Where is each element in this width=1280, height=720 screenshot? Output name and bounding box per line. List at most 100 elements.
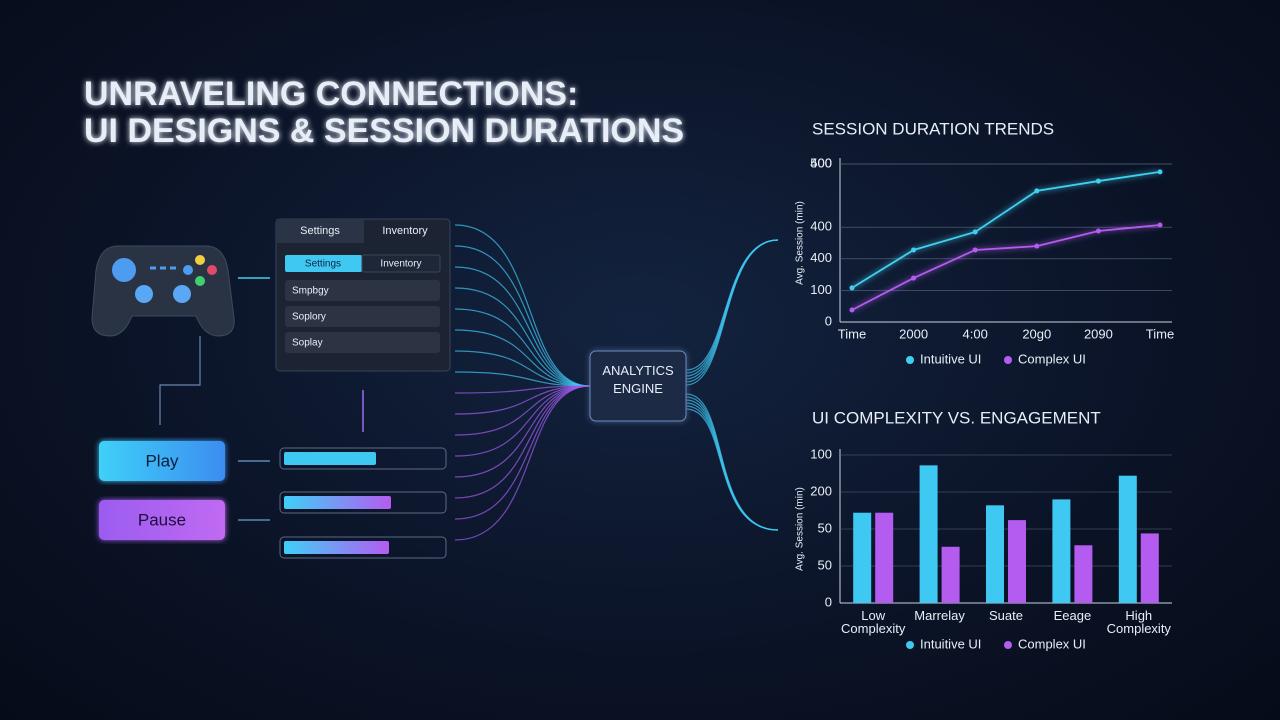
bar <box>875 512 894 603</box>
series-line <box>851 171 1161 289</box>
progress-fill <box>284 496 391 509</box>
subtab[interactable] <box>285 255 362 272</box>
point <box>849 285 855 291</box>
x-tick-label: High Complexity <box>1106 608 1171 636</box>
bar <box>1074 545 1093 603</box>
legend-swatch <box>906 641 914 649</box>
legend-swatch <box>906 356 914 364</box>
point <box>1157 169 1163 175</box>
point <box>1095 178 1101 184</box>
progress-fill <box>284 452 376 465</box>
y-axis-label: Avg. Session (min) <box>795 201 806 285</box>
flow-line <box>454 385 591 478</box>
connection-lines <box>454 224 779 541</box>
flow-line <box>454 385 591 394</box>
flow-line <box>454 287 591 387</box>
subtab-label[interactable]: Inventory <box>380 259 421 270</box>
legend-label: Complex UI <box>1018 351 1086 366</box>
menu-row[interactable] <box>285 280 440 301</box>
menu-row-label[interactable]: Soplory <box>292 312 326 323</box>
tab[interactable] <box>276 219 364 243</box>
flow-line <box>454 308 591 387</box>
flow-line <box>685 408 779 531</box>
title-line: UI DESIGNS & SESSION DURATIONS <box>84 112 684 150</box>
y-tick-label: 50 <box>818 557 832 572</box>
point <box>1157 222 1163 228</box>
subtab[interactable] <box>361 254 441 273</box>
y-tick-label: 100 <box>810 446 832 461</box>
legend-label: Complex UI <box>1018 636 1086 651</box>
bar <box>1118 475 1137 603</box>
arrow <box>159 336 201 425</box>
flow-line <box>685 399 779 531</box>
flow-line <box>454 266 591 387</box>
menu-row[interactable] <box>285 332 440 353</box>
y-tick-label: 400 <box>810 155 832 170</box>
button-label[interactable]: Pause <box>138 510 186 529</box>
flow-line <box>685 405 779 531</box>
arrow <box>238 460 270 521</box>
flow-line <box>685 396 779 531</box>
flow-line <box>685 239 779 374</box>
bar <box>986 505 1004 603</box>
flow-line <box>454 329 591 387</box>
x-tick-label: Eeage <box>1053 608 1092 623</box>
engine-holder: ANALYTICS ENGINE <box>602 363 673 396</box>
point <box>1034 243 1040 249</box>
progress-fill <box>284 541 389 554</box>
flow-line <box>454 371 591 387</box>
y-tick-label: 50 <box>818 520 832 535</box>
x-tick-label: Marrelay <box>914 608 965 623</box>
menu-row[interactable] <box>285 306 440 327</box>
bar <box>1052 499 1071 603</box>
x-tick-label: Time <box>838 326 866 341</box>
y-tick-label: 400 <box>810 219 832 234</box>
bar <box>1140 533 1159 603</box>
chart-title: SESSION DURATION TRENDS <box>812 119 1054 138</box>
bar <box>853 512 872 603</box>
subtab-label[interactable]: Settings <box>305 259 341 270</box>
flow-line <box>454 385 591 415</box>
y-tick-label: 500 <box>810 155 832 170</box>
flow-line <box>685 239 779 380</box>
tab-label[interactable]: Inventory <box>382 225 428 237</box>
menu-row-label[interactable]: Smpbgy <box>292 286 329 297</box>
button-label[interactable]: Play <box>145 451 179 470</box>
legend-label: Intuitive UI <box>920 351 981 366</box>
flow-line <box>685 239 779 371</box>
play-button[interactable] <box>99 441 225 481</box>
flow-line <box>454 385 591 457</box>
gamepad-icon <box>91 245 235 337</box>
flow-line <box>454 385 591 541</box>
point <box>911 247 917 253</box>
progress-track <box>279 491 447 514</box>
series-line <box>851 224 1161 311</box>
title-line: UNRAVELING CONNECTIONS: <box>84 75 578 113</box>
y-tick-label: 100 <box>810 282 832 297</box>
x-tick-label: 2000 <box>899 326 928 341</box>
progress-track <box>279 536 447 559</box>
flow-line <box>685 402 779 531</box>
legend-label: Intuitive UI <box>920 636 981 651</box>
x-tick-label: Time <box>1146 326 1174 341</box>
y-tick-label: 400 <box>810 250 832 265</box>
tab-label[interactable]: Settings <box>300 225 340 237</box>
menu-row-label[interactable]: Soplay <box>292 338 323 349</box>
x-tick-label: Suate <box>989 608 1023 623</box>
flow-line <box>454 350 591 387</box>
x-tick-label: 2090 <box>1084 326 1113 341</box>
point <box>972 247 978 253</box>
legend-swatch <box>1004 641 1012 649</box>
point <box>972 229 978 235</box>
flow-line <box>685 239 779 383</box>
point <box>911 275 917 281</box>
y-tick-label: 200 <box>810 483 832 498</box>
flow-line <box>454 385 591 520</box>
flow-line <box>454 224 591 387</box>
y-axis-label: Avg. Session (min) <box>795 487 806 571</box>
flow-line <box>454 385 591 436</box>
flow-line <box>685 239 779 386</box>
pause-button[interactable] <box>99 500 225 540</box>
